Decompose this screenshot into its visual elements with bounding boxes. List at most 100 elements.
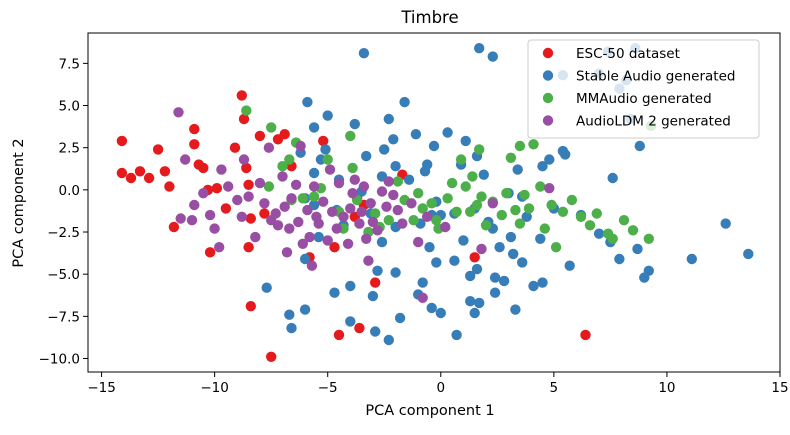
data-point xyxy=(308,181,320,192)
data-point xyxy=(537,277,548,288)
data-point xyxy=(363,255,374,266)
data-point xyxy=(345,316,356,327)
data-point xyxy=(584,220,596,231)
data-point xyxy=(505,152,517,163)
series-2 xyxy=(261,43,754,346)
data-point xyxy=(480,220,492,231)
data-point xyxy=(397,218,408,229)
legend: ESC-50 dataset Stable Audio generated MMAu… xyxy=(527,39,760,139)
data-point xyxy=(164,181,175,192)
data-point xyxy=(209,223,220,234)
data-point xyxy=(198,162,209,174)
data-point xyxy=(189,139,200,150)
data-point xyxy=(241,105,252,116)
plot-frame xyxy=(87,32,781,373)
data-point xyxy=(643,265,654,276)
data-point xyxy=(116,135,128,147)
data-point xyxy=(370,277,381,288)
y-tick-label: 7.5 xyxy=(59,56,80,72)
y-tick-label: −10.0 xyxy=(39,352,80,368)
legend-label: Stable Audio generated xyxy=(576,69,735,85)
data-point xyxy=(173,107,184,118)
legend-marker xyxy=(542,115,554,126)
data-point xyxy=(381,201,392,212)
data-point xyxy=(356,206,367,217)
data-point xyxy=(143,172,155,184)
data-point xyxy=(286,193,297,204)
data-point xyxy=(333,329,345,341)
data-point xyxy=(299,304,311,315)
data-point xyxy=(469,307,480,319)
data-point xyxy=(528,139,539,150)
data-point xyxy=(517,257,528,268)
data-point xyxy=(566,194,578,206)
data-point xyxy=(236,211,247,222)
data-point xyxy=(342,238,354,249)
data-point xyxy=(331,223,342,234)
data-point xyxy=(286,322,297,334)
data-point xyxy=(263,142,275,153)
points-layer xyxy=(116,43,754,362)
data-point xyxy=(175,213,186,224)
data-point xyxy=(261,282,272,293)
data-point xyxy=(306,260,318,271)
data-point xyxy=(510,304,521,315)
data-point xyxy=(537,161,548,172)
data-point xyxy=(361,150,372,162)
data-point xyxy=(392,204,403,216)
data-point xyxy=(435,307,446,319)
data-point xyxy=(313,231,324,243)
data-point xyxy=(379,144,390,155)
data-point xyxy=(376,236,388,248)
data-point xyxy=(223,181,234,192)
data-point xyxy=(308,167,320,179)
data-point xyxy=(333,177,345,189)
data-point xyxy=(376,186,388,197)
data-point xyxy=(365,198,376,209)
data-point xyxy=(322,110,333,121)
data-point xyxy=(347,162,358,174)
y-axis-label: PCA component 2 xyxy=(11,138,27,267)
data-point xyxy=(284,309,295,320)
data-point xyxy=(686,253,697,265)
data-point xyxy=(349,118,360,130)
data-point xyxy=(498,275,510,287)
data-point xyxy=(535,181,546,192)
data-point xyxy=(243,191,254,202)
data-point xyxy=(514,218,526,229)
data-point xyxy=(424,242,435,253)
data-point xyxy=(204,209,216,221)
data-point xyxy=(508,248,519,260)
data-point xyxy=(446,177,458,189)
data-point xyxy=(390,161,401,172)
x-tick-label: −5 xyxy=(318,380,338,396)
data-point xyxy=(458,235,469,246)
data-point xyxy=(487,198,498,209)
data-point xyxy=(214,242,225,253)
data-point xyxy=(290,179,302,190)
data-point xyxy=(469,252,480,263)
data-point xyxy=(345,280,356,292)
data-point xyxy=(460,181,471,192)
y-tick-label: −2.5 xyxy=(47,225,80,241)
data-point xyxy=(544,154,555,165)
data-point xyxy=(284,223,295,234)
legend-marker xyxy=(542,70,554,81)
data-point xyxy=(632,243,643,255)
data-point xyxy=(216,164,227,175)
data-point xyxy=(455,154,467,165)
data-point xyxy=(259,208,270,219)
data-point xyxy=(180,154,191,165)
data-point xyxy=(442,193,453,204)
data-point xyxy=(593,228,605,239)
data-point xyxy=(279,129,290,140)
data-point xyxy=(308,122,320,133)
data-point xyxy=(426,302,437,314)
data-point xyxy=(322,154,333,165)
data-point xyxy=(465,270,476,282)
data-point xyxy=(399,96,410,108)
legend-label: ESC-50 dataset xyxy=(576,46,680,62)
data-point xyxy=(440,221,451,233)
data-point xyxy=(338,211,349,222)
